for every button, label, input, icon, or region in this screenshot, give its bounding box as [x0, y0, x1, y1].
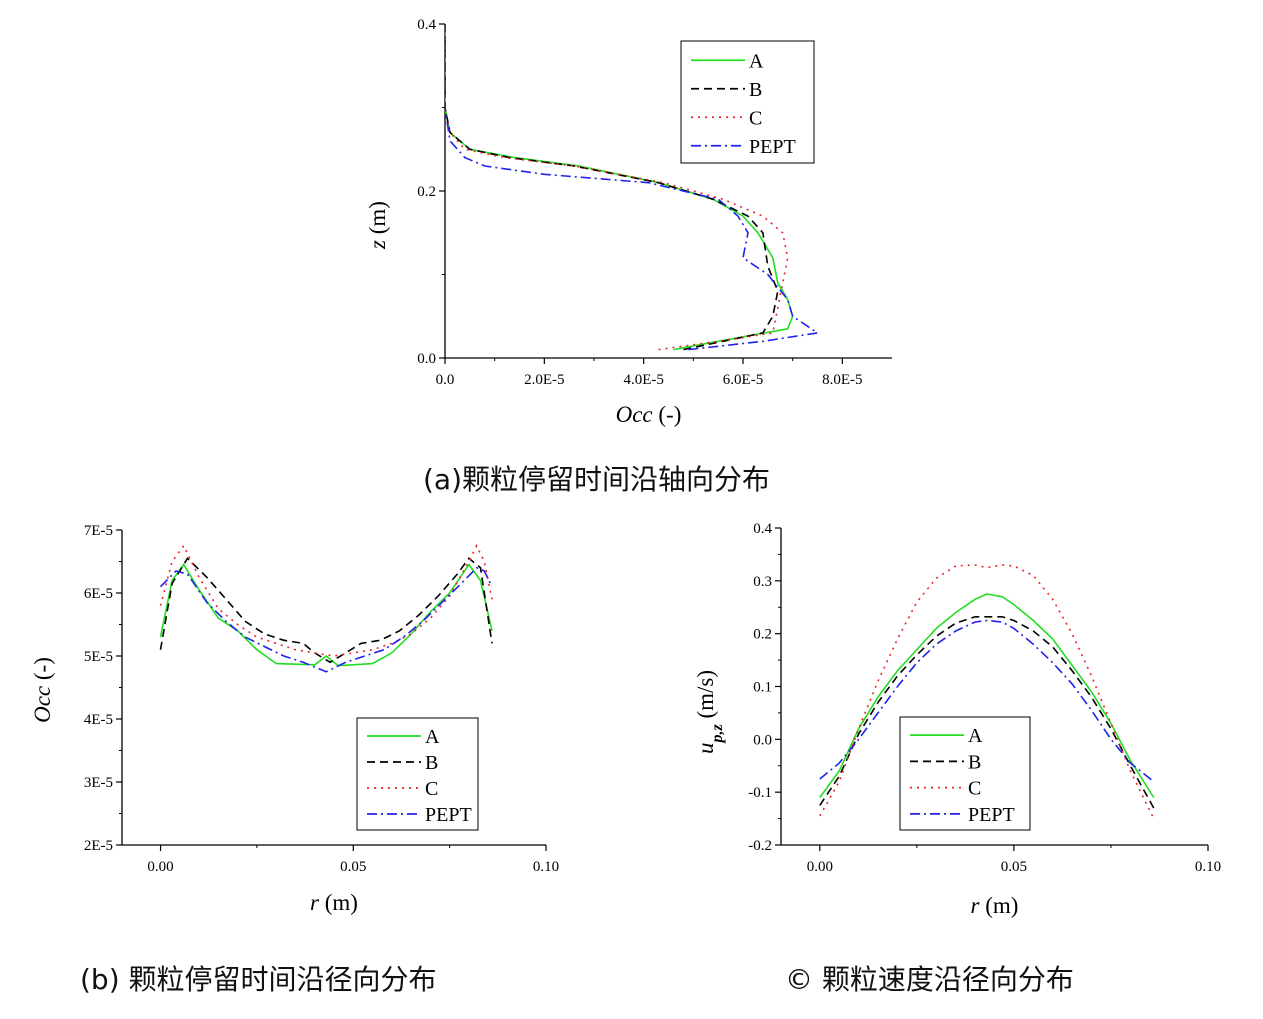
legend-label-b: B: [968, 751, 981, 773]
x-tick-label: 0.05: [1001, 859, 1027, 875]
legend-label-pept: PEPT: [968, 804, 1015, 826]
legend-label-b: B: [749, 79, 762, 101]
legend-label-c: C: [749, 107, 762, 129]
series-line-a: [159, 563, 493, 667]
series-line-pept: [159, 566, 493, 673]
series-line-a: [819, 593, 1155, 798]
y-tick-label: 0.2: [753, 627, 772, 643]
y-tick-label: 0.4: [753, 521, 772, 537]
x-tick-label: 0.00: [147, 859, 173, 875]
y-tick-label: 0.2: [417, 184, 436, 200]
y-tick-label: 0.3: [753, 574, 772, 590]
y-axis-title: z (m): [365, 201, 390, 250]
series-line-c: [159, 543, 493, 657]
chart-b: 0.00 0.05 0.10 2E-5 3E-5 4E-5 5E-5 6E-5 7E-5 r (m…: [30, 523, 559, 915]
y-tick-label: 0.0: [753, 732, 772, 748]
y-tick-label: 4E-5: [84, 712, 113, 728]
y-tick-label: 0.1: [753, 680, 772, 696]
series-line-c: [819, 564, 1155, 819]
legend-label-c: C: [425, 778, 438, 800]
series-line-c: [445, 24, 789, 351]
x-tick-label: 2.0E-5: [524, 372, 564, 388]
x-tick-label: 0.0: [436, 372, 455, 388]
chart-a: 0.0 2.0E-5 4.0E-5 6.0E-5 8.0E-5 0.0 0.2 0.4 Occ …: [365, 17, 892, 427]
chart-c: 0.00 0.05 0.10 -0.2 -0.1 0.0 0.1 0.2 0.3 0.4 r (m)…: [693, 521, 1221, 918]
x-tick-label: 0.00: [807, 859, 833, 875]
y-tick-label: 0.0: [417, 351, 436, 367]
x-tick-label: 0.10: [533, 859, 559, 875]
legend-label-c: C: [968, 778, 981, 800]
legend-label-a: A: [968, 725, 983, 747]
y-tick-label: 2E-5: [84, 838, 113, 854]
x-axis-title: Occ (-): [616, 402, 682, 427]
legend-label-pept: PEPT: [425, 804, 472, 826]
legend: ABC PEPT: [356, 717, 479, 831]
caption-a: (a)颗粒停留时间沿轴向分布: [423, 463, 771, 496]
x-tick-label: 0.10: [1195, 859, 1221, 875]
y-tick-label: 0.4: [417, 17, 436, 33]
x-axis-title: r (m): [310, 890, 358, 915]
series-line-a: [445, 24, 794, 351]
x-tick-label: 0.05: [340, 859, 366, 875]
legend: ABC PEPT: [899, 716, 1031, 831]
legend-label-b: B: [425, 752, 438, 774]
series-line-b: [819, 616, 1155, 809]
legend: ABC PEPT: [680, 40, 815, 164]
y-tick-label: 7E-5: [84, 523, 113, 539]
series-line-pept: [819, 619, 1155, 783]
legend-label-a: A: [425, 726, 440, 748]
x-tick-label: 8.0E-5: [822, 372, 862, 388]
y-tick-label: -0.1: [748, 785, 772, 801]
y-tick-label: 6E-5: [84, 586, 113, 602]
caption-b: (b) 颗粒停留时间沿径向分布: [80, 963, 437, 996]
caption-c: © 颗粒速度沿径向分布: [785, 963, 1074, 996]
legend-label-pept: PEPT: [749, 136, 796, 158]
y-axis-title: Occ (-): [30, 657, 55, 723]
x-tick-label: 6.0E-5: [723, 372, 763, 388]
y-tick-label: 3E-5: [84, 775, 113, 791]
y-tick-label: -0.2: [748, 838, 772, 854]
y-axis-title: up,z (m/s): [693, 670, 726, 754]
series-line-b: [159, 557, 493, 664]
series-line-pept: [445, 24, 820, 351]
legend-box: [680, 40, 815, 164]
legend-label-a: A: [749, 50, 764, 72]
series-line-b: [445, 24, 779, 351]
x-axis-title: r (m): [971, 893, 1019, 918]
y-tick-label: 5E-5: [84, 649, 113, 665]
x-tick-label: 4.0E-5: [623, 372, 663, 388]
